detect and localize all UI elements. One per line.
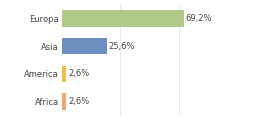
Text: 2,6%: 2,6% <box>68 69 89 78</box>
Bar <box>62 93 66 110</box>
Text: 2,6%: 2,6% <box>68 97 89 106</box>
Bar <box>62 10 184 27</box>
Text: 69,2%: 69,2% <box>185 14 212 23</box>
Bar <box>62 38 107 54</box>
Text: 25,6%: 25,6% <box>109 42 135 51</box>
Bar <box>62 66 66 82</box>
